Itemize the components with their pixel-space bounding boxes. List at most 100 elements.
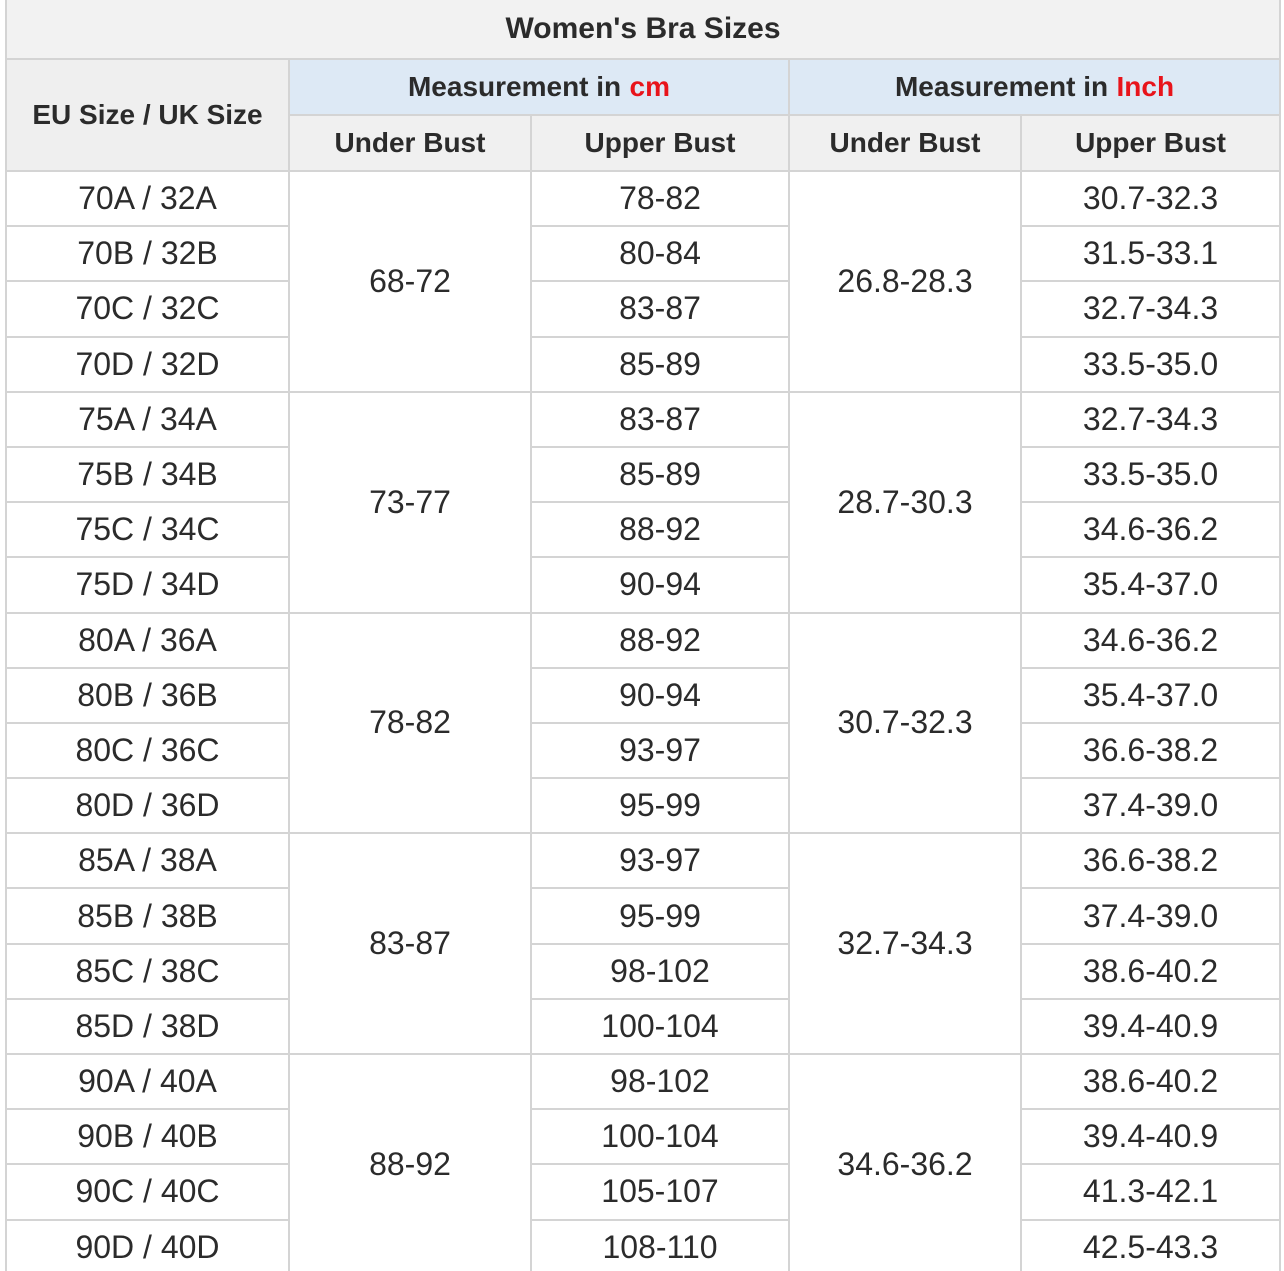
table-row: 85B / 38B 95-99 37.4-39.0 xyxy=(5,887,1282,945)
size-cell: 70D / 32D xyxy=(5,335,290,393)
subheader-row: Under Bust Upper Bust Under Bust Upper B… xyxy=(6,114,1282,172)
upper-bust-inch: 39.4-40.9 xyxy=(1019,1108,1282,1166)
size-cell: 70A / 32A xyxy=(5,169,290,228)
upper-bust-cm: 88-92 xyxy=(530,611,790,669)
subheader: Upper Bust xyxy=(530,114,790,172)
upper-bust-cm: 90-94 xyxy=(530,666,790,724)
inch-header: Measurement in Inch xyxy=(787,58,1282,116)
upper-bust-cm: 100-104 xyxy=(530,997,790,1056)
subheader: Upper Bust xyxy=(1019,114,1282,172)
table-row: 75A / 34A 73-77 83-87 28.7-30.3 32.7-34.3 xyxy=(5,390,1282,614)
upper-bust-inch: 38.6-40.2 xyxy=(1019,942,1282,1000)
title-row: Women's Bra Sizes xyxy=(4,0,1282,60)
table-row: 70B / 32B 80-84 31.5-33.1 xyxy=(5,225,1282,283)
size-cell: 75C / 34C xyxy=(5,501,290,559)
size-cell: 75A / 34A xyxy=(5,390,290,448)
table-row: 90B / 40B 100-104 39.4-40.9 xyxy=(5,1108,1282,1166)
upper-bust-cm: 105-107 xyxy=(530,1163,790,1221)
upper-bust-cm: 108-110 xyxy=(530,1218,790,1271)
table-row: 85A / 38A 83-87 93-97 32.7-34.3 36.6-38.2 xyxy=(5,832,1282,1055)
under-bust-cm: 68-72 xyxy=(288,170,532,393)
upper-bust-inch: 42.5-43.3 xyxy=(1019,1218,1282,1271)
under-bust-inch: 34.6-36.2 xyxy=(788,1053,1022,1271)
size-cell: 75B / 34B xyxy=(5,445,290,504)
size-cell: 80B / 36B xyxy=(5,666,290,724)
upper-bust-inch: 39.4-40.9 xyxy=(1019,997,1282,1056)
size-cell: 75D / 34D xyxy=(5,556,290,614)
header-row: EU Size / UK Size Measurement in cm Measu… xyxy=(5,58,1282,172)
table-row: 90C / 40C 105-107 41.3-42.1 xyxy=(5,1163,1282,1221)
upper-bust-cm: 93-97 xyxy=(530,832,790,890)
size-table: Women's Bra Sizes EU Size / UK Size Meas… xyxy=(4,0,1282,1271)
table-row: 85D / 38D 100-104 39.4-40.9 xyxy=(5,997,1282,1056)
size-cell: 90A / 40A xyxy=(5,1052,290,1111)
upper-bust-cm: 100-104 xyxy=(530,1108,790,1166)
upper-bust-cm: 95-99 xyxy=(530,887,790,945)
subheader: Under Bust xyxy=(288,114,532,172)
upper-bust-inch: 32.7-34.3 xyxy=(1019,280,1282,338)
upper-bust-inch: 41.3-42.1 xyxy=(1019,1163,1282,1221)
table-row: 90A / 40A 88-92 98-102 34.6-36.2 38.6-40.2 xyxy=(5,1052,1282,1271)
upper-bust-cm: 85-89 xyxy=(530,335,790,393)
table-row: 70C / 32C 83-87 32.7-34.3 xyxy=(5,280,1282,338)
upper-bust-cm: 88-92 xyxy=(530,501,790,559)
size-cell: 85D / 38D xyxy=(5,997,290,1056)
table-row: 80A / 36A 78-82 88-92 30.7-32.3 34.6-36.2 xyxy=(5,611,1282,835)
size-cell: 85A / 38A xyxy=(5,832,290,890)
size-cell: 70B / 32B xyxy=(5,225,290,283)
header-unit: Inch xyxy=(1116,71,1175,102)
table-row: 80B / 36B 90-94 35.4-37.0 xyxy=(5,666,1282,724)
upper-bust-inch: 36.6-38.2 xyxy=(1019,832,1282,890)
upper-bust-inch: 38.6-40.2 xyxy=(1019,1052,1282,1111)
header-unit: cm xyxy=(629,71,671,102)
upper-bust-inch: 32.7-34.3 xyxy=(1019,390,1282,448)
table-row: 80C / 36C 93-97 36.6-38.2 xyxy=(5,721,1282,780)
table-body: 70A / 32A 68-72 78-82 26.8-28.3 30.7-32.3 70B… xyxy=(5,169,1282,1271)
upper-bust-cm: 90-94 xyxy=(530,556,790,614)
upper-bust-cm: 83-87 xyxy=(530,390,790,448)
table-header: Women's Bra Sizes EU Size / UK Size Meas… xyxy=(4,0,1282,172)
upper-bust-cm: 98-102 xyxy=(530,1052,790,1111)
upper-bust-cm: 80-84 xyxy=(530,225,790,283)
upper-bust-inch: 33.5-35.0 xyxy=(1019,445,1282,504)
header-prefix: Measurement in xyxy=(407,71,622,102)
size-header: EU Size / UK Size xyxy=(5,58,290,172)
under-bust-inch: 28.7-30.3 xyxy=(788,390,1022,614)
under-bust-inch: 26.8-28.3 xyxy=(788,170,1022,393)
upper-bust-inch: 37.4-39.0 xyxy=(1019,777,1282,835)
under-bust-cm: 73-77 xyxy=(288,390,532,614)
under-bust-inch: 30.7-32.3 xyxy=(788,611,1022,835)
size-cell: 85B / 38B xyxy=(5,887,290,945)
table-row: 80D / 36D 95-99 37.4-39.0 xyxy=(5,777,1282,835)
upper-bust-inch: 30.7-32.3 xyxy=(1019,169,1282,228)
table-row: 70D / 32D 85-89 33.5-35.0 xyxy=(5,335,1282,393)
table-row: 90D / 40D 108-110 42.5-43.3 xyxy=(5,1218,1282,1271)
upper-bust-inch: 36.6-38.2 xyxy=(1019,721,1282,780)
upper-bust-inch: 35.4-37.0 xyxy=(1019,556,1282,614)
cm-header: Measurement in cm xyxy=(288,58,790,116)
table-row: 75B / 34B 85-89 33.5-35.0 xyxy=(5,445,1282,504)
size-cell: 80A / 36A xyxy=(5,611,290,669)
under-bust-inch: 32.7-34.3 xyxy=(788,832,1022,1055)
under-bust-cm: 88-92 xyxy=(288,1053,532,1271)
upper-bust-inch: 31.5-33.1 xyxy=(1019,225,1282,283)
under-bust-cm: 83-87 xyxy=(288,832,532,1055)
upper-bust-inch: 37.4-39.0 xyxy=(1019,887,1282,945)
under-bust-cm: 78-82 xyxy=(288,611,532,835)
upper-bust-inch: 34.6-36.2 xyxy=(1019,611,1282,669)
size-cell: 70C / 32C xyxy=(5,280,290,338)
size-cell: 80C / 36C xyxy=(5,721,290,780)
upper-bust-cm: 85-89 xyxy=(530,445,790,504)
table-title: Women's Bra Sizes xyxy=(4,0,1282,60)
table-row: 75C / 34C 88-92 34.6-36.2 xyxy=(5,501,1282,559)
table-row: 75D / 34D 90-94 35.4-37.0 xyxy=(5,556,1282,614)
upper-bust-cm: 78-82 xyxy=(530,169,790,228)
upper-bust-inch: 33.5-35.0 xyxy=(1019,335,1282,393)
size-cell: 80D / 36D xyxy=(5,777,290,835)
upper-bust-cm: 83-87 xyxy=(530,280,790,338)
upper-bust-inch: 35.4-37.0 xyxy=(1019,666,1282,724)
upper-bust-cm: 95-99 xyxy=(530,777,790,835)
size-cell: 85C / 38C xyxy=(5,942,290,1000)
table-row: 85C / 38C 98-102 38.6-40.2 xyxy=(5,942,1282,1000)
